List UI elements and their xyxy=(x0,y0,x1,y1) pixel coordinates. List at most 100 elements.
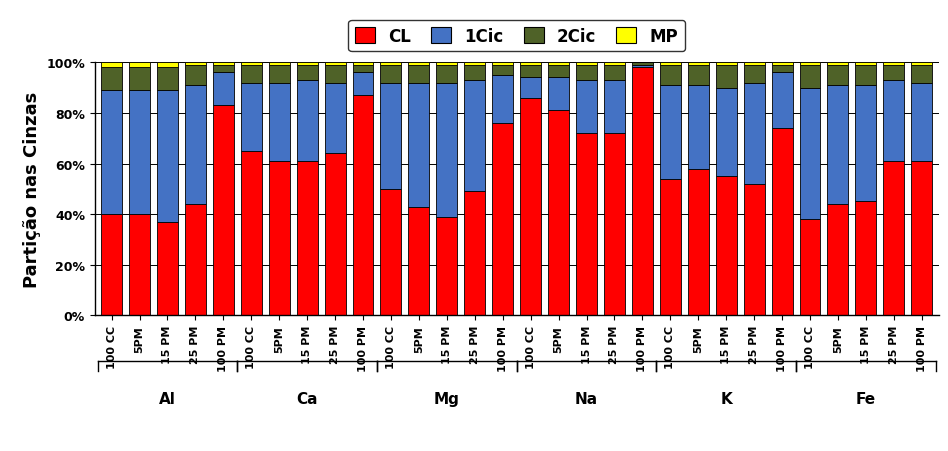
Bar xyxy=(772,66,793,73)
Bar xyxy=(268,63,290,66)
Legend: CL, 1Cic, 2Cic, MP: CL, 1Cic, 2Cic, MP xyxy=(348,21,685,52)
Bar xyxy=(632,68,653,316)
Bar xyxy=(660,179,681,316)
Bar xyxy=(772,63,793,66)
Bar xyxy=(688,86,709,169)
Text: Na: Na xyxy=(574,391,598,406)
Bar xyxy=(911,83,932,161)
Bar xyxy=(743,66,765,83)
Bar xyxy=(241,83,262,152)
Bar xyxy=(353,73,374,96)
Bar xyxy=(465,81,485,192)
Bar xyxy=(828,86,848,205)
Bar xyxy=(465,192,485,316)
Text: Al: Al xyxy=(159,391,176,406)
Bar xyxy=(268,66,290,83)
Bar xyxy=(213,73,234,106)
Bar xyxy=(716,66,737,88)
Bar xyxy=(129,215,150,316)
Bar xyxy=(185,205,206,316)
Bar xyxy=(660,86,681,179)
Bar xyxy=(911,66,932,83)
Bar xyxy=(828,66,848,86)
Bar xyxy=(185,86,206,205)
Bar xyxy=(688,169,709,316)
Bar xyxy=(129,68,150,91)
Bar xyxy=(660,66,681,86)
Bar xyxy=(799,63,820,66)
Bar xyxy=(520,63,541,66)
Bar xyxy=(604,66,625,81)
Bar xyxy=(548,111,569,316)
Bar xyxy=(185,66,206,86)
Bar xyxy=(799,88,820,220)
Bar xyxy=(297,81,318,161)
Bar xyxy=(324,83,345,154)
Bar xyxy=(799,220,820,316)
Text: Ca: Ca xyxy=(297,391,318,406)
Bar xyxy=(129,63,150,68)
Text: K: K xyxy=(720,391,732,406)
Bar xyxy=(772,129,793,316)
Bar xyxy=(632,63,653,66)
Bar xyxy=(855,66,876,86)
Bar xyxy=(436,83,457,217)
Bar xyxy=(520,66,541,78)
Bar xyxy=(855,86,876,202)
Bar xyxy=(716,88,737,177)
Bar xyxy=(492,76,513,124)
Bar xyxy=(828,205,848,316)
Bar xyxy=(380,83,401,189)
Bar xyxy=(241,152,262,316)
Bar xyxy=(548,63,569,66)
Bar xyxy=(213,106,234,316)
Bar xyxy=(324,66,345,83)
Bar xyxy=(576,81,597,134)
Bar xyxy=(799,66,820,88)
Bar xyxy=(604,81,625,134)
Bar xyxy=(324,63,345,66)
Bar xyxy=(884,81,904,161)
Bar xyxy=(409,63,429,66)
Bar xyxy=(716,63,737,66)
Bar xyxy=(409,83,429,207)
Bar xyxy=(213,66,234,73)
Bar xyxy=(380,63,401,66)
Bar xyxy=(157,222,178,316)
Bar xyxy=(297,161,318,316)
Bar xyxy=(492,66,513,76)
Bar xyxy=(548,66,569,78)
Bar xyxy=(884,66,904,81)
Bar xyxy=(688,66,709,86)
Bar xyxy=(716,177,737,316)
Bar xyxy=(101,91,122,215)
Bar xyxy=(492,124,513,316)
Bar xyxy=(268,161,290,316)
Bar xyxy=(855,202,876,316)
Bar xyxy=(241,63,262,66)
Bar xyxy=(520,98,541,316)
Bar xyxy=(576,66,597,81)
Bar xyxy=(129,91,150,215)
Bar xyxy=(101,215,122,316)
Bar xyxy=(324,154,345,316)
Bar xyxy=(185,63,206,66)
Bar xyxy=(604,134,625,316)
Bar xyxy=(101,63,122,68)
Text: Mg: Mg xyxy=(434,391,460,406)
Bar xyxy=(157,63,178,68)
Bar xyxy=(436,217,457,316)
Bar xyxy=(297,66,318,81)
Bar xyxy=(660,63,681,66)
Bar xyxy=(297,63,318,66)
Bar xyxy=(157,91,178,222)
Bar xyxy=(157,68,178,91)
Bar xyxy=(465,66,485,81)
Bar xyxy=(353,66,374,73)
Bar xyxy=(353,63,374,66)
Bar xyxy=(520,78,541,98)
Bar xyxy=(268,83,290,161)
Bar xyxy=(743,63,765,66)
Bar xyxy=(688,63,709,66)
Bar xyxy=(409,207,429,316)
